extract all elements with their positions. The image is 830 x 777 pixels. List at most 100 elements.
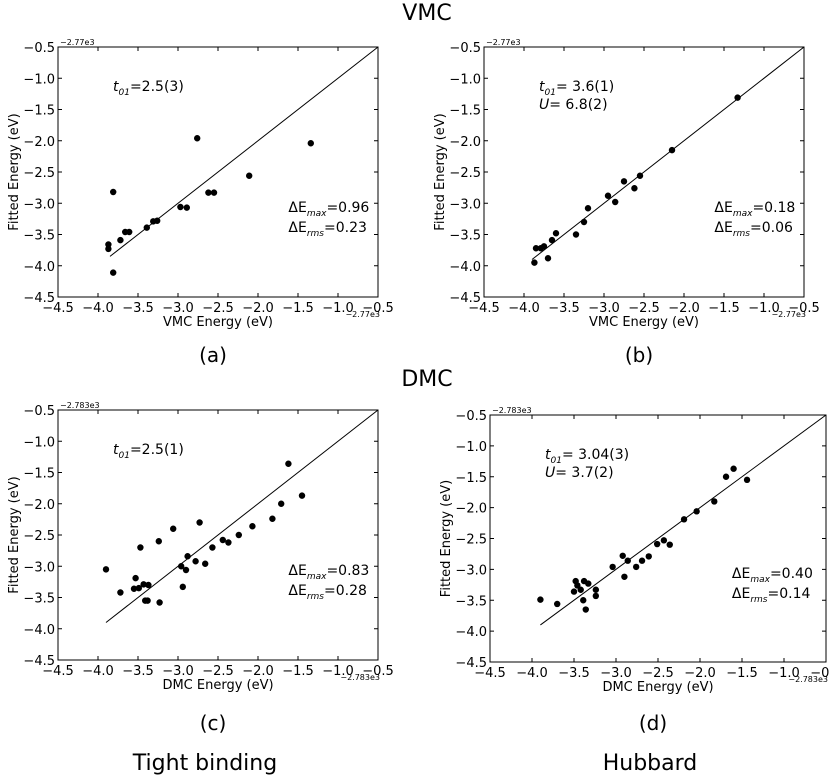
x-tick-label: −3.0 [588, 301, 620, 316]
section-title-dmc: DMC [401, 367, 452, 392]
x-tick-label: −1.0 [768, 666, 800, 681]
param-subscript: 01 [551, 456, 562, 466]
x-tick-label: −0.5 [362, 301, 394, 316]
data-point [269, 515, 276, 522]
y-tick-label: −4.0 [23, 623, 55, 638]
panel-b: −4.5−4.5 −4.0 −4.0 −3.5 −3.5 −3.0 −3.0 −2.5 −2.5… [433, 38, 820, 367]
x-tick-label: −4.5 [42, 664, 74, 679]
error-symbol: ΔE [288, 220, 306, 236]
x-tick-label: −1.5 [708, 301, 740, 316]
data-point [580, 218, 588, 226]
error-value: =0.40 [770, 566, 813, 582]
panel-label-b: (b) [625, 343, 653, 367]
data-point [102, 566, 110, 573]
param-annotation: U= 3.7(2) [545, 465, 614, 481]
param-symbol: t [545, 447, 551, 463]
x-tick-label: −4.0 [82, 301, 114, 316]
data-point [137, 544, 144, 551]
data-point [145, 581, 152, 589]
y-tick-label: −1.0 [449, 72, 481, 87]
error-subscript: rms [733, 229, 750, 239]
error-value: =0.83 [326, 563, 369, 579]
data-point [548, 236, 556, 244]
error-annotation-rms: ΔErms=0.23 [288, 220, 367, 239]
data-point [117, 236, 124, 244]
data-point [105, 245, 112, 253]
error-annotation-max: ΔEmax=0.18 [714, 200, 795, 219]
y-tick-label: −1.5 [449, 104, 481, 119]
y-tick-label: −4.0 [449, 260, 481, 275]
error-subscript: rms [307, 229, 324, 239]
data-point [620, 178, 628, 185]
param-value: =2.5(3) [130, 79, 184, 95]
y-tick-label: −1.5 [23, 104, 55, 119]
x-tick-label: −3.0 [162, 301, 194, 316]
data-point [155, 538, 162, 545]
data-point [574, 582, 581, 589]
x-tick-label: −2.0 [668, 301, 700, 316]
x-tick-label: −0.5 [788, 301, 820, 316]
data-point [110, 188, 117, 196]
x-tick-label: −0.5 [810, 666, 830, 681]
error-subscript: max [733, 209, 753, 219]
error-subscript: max [750, 575, 770, 585]
y-tick-label: −1.0 [23, 72, 55, 87]
y-axis-label: Fitted Energy (eV) [439, 480, 454, 597]
data-point [140, 581, 147, 588]
x-tick-label: −3.5 [122, 664, 154, 679]
param-symbol: t [113, 442, 119, 458]
x-axis-label: DMC Energy (eV) [162, 678, 273, 693]
panel-label-a: (a) [199, 343, 227, 367]
data-point [307, 140, 314, 147]
y-tick-label: −4.5 [455, 656, 487, 671]
param-annotation: t01=2.5(3) [113, 79, 184, 98]
data-point [580, 597, 587, 604]
error-symbol: ΔE [288, 200, 306, 216]
param-value: = 3.6(1) [556, 79, 614, 95]
x-tick-label: −2.5 [628, 301, 660, 316]
x-tick-label: −4.5 [468, 301, 500, 316]
data-point [631, 185, 638, 192]
x-offset-label: −2.783e3 [340, 673, 380, 682]
param-subscript: 01 [545, 88, 556, 98]
data-point [210, 189, 218, 196]
param-subscript: 01 [119, 451, 130, 461]
param-annotation: U= 6.8(2) [539, 97, 608, 113]
y-tick-label: −3.5 [23, 592, 55, 607]
error-value: =0.96 [326, 200, 369, 216]
data-point [126, 228, 133, 236]
data-point [621, 573, 628, 580]
data-point [178, 563, 185, 570]
data-point [192, 558, 199, 565]
x-offset-label: −2.77e3 [771, 310, 806, 319]
param-value: = 6.8(2) [549, 97, 607, 113]
data-point [105, 241, 112, 248]
x-tick-label: −4.5 [42, 301, 74, 316]
y-tick-label: −0.5 [23, 41, 55, 56]
y-tick-label: −2.5 [455, 533, 487, 548]
y-axis-label: Fitted Energy (eV) [7, 113, 22, 230]
data-point [582, 606, 589, 613]
data-point [179, 583, 186, 591]
y-tick-label: −4.5 [449, 291, 481, 306]
y-tick-label: −3.5 [455, 594, 487, 609]
y-tick-label: −3.0 [449, 197, 481, 212]
data-point [278, 500, 285, 507]
y-tick-label: −3.5 [449, 229, 481, 244]
data-point [285, 460, 292, 467]
param-value: = 3.04(3) [562, 447, 629, 463]
x-tick-label: −3.5 [558, 666, 590, 681]
x-tick-label: −2.0 [242, 301, 274, 316]
error-value: =0.28 [324, 583, 367, 599]
data-point [666, 541, 673, 548]
y-tick-label: −2.0 [449, 135, 481, 150]
error-symbol: ΔE [714, 200, 732, 216]
panel-c: −4.5−4.5 −4.0 −4.0 −3.5 −3.5 −3.0 −3.0 −2.5 −2.5… [7, 401, 394, 735]
data-point [194, 135, 201, 142]
x-tick-label: −1.5 [282, 301, 314, 316]
error-annotation-rms: ΔErms=0.14 [732, 586, 811, 605]
x-tick-label: −2.0 [242, 664, 274, 679]
x-offset-label: −2.783e3 [788, 675, 828, 684]
data-point [132, 574, 139, 582]
